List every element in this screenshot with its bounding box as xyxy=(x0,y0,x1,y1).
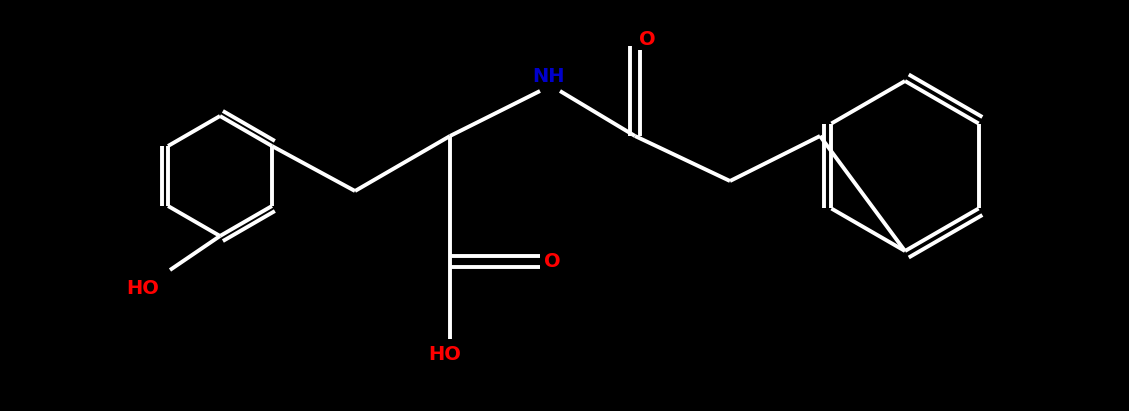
Text: O: O xyxy=(639,30,655,48)
Text: HO: HO xyxy=(429,344,462,363)
Text: HO: HO xyxy=(126,279,159,298)
Text: NH: NH xyxy=(532,67,564,86)
Text: O: O xyxy=(544,252,560,270)
